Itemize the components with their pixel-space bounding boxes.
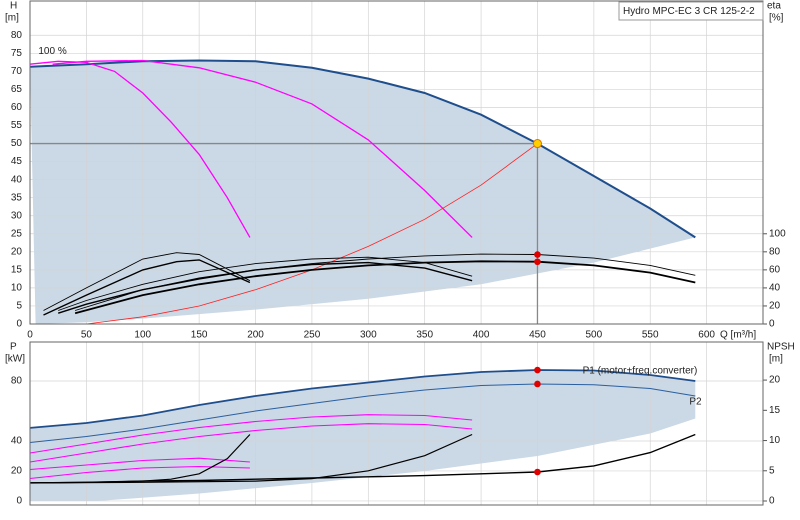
curve	[29, 433, 473, 484]
y-tick-label: 20	[11, 246, 23, 257]
curve	[74, 253, 696, 311]
curve	[52, 59, 473, 238]
curve-label: P1 (motor+freq.converter)	[583, 366, 698, 377]
curve	[29, 414, 473, 454]
title-box	[618, 1, 764, 21]
curve	[29, 383, 696, 443]
y2-axis-unit: [m]	[769, 354, 783, 365]
y-tick-label: 75	[11, 48, 23, 59]
curve	[29, 434, 251, 484]
operating-range	[30, 370, 696, 501]
curve	[29, 369, 696, 429]
x-tick-label: 200	[247, 330, 264, 341]
y-tick-label: 40	[11, 436, 23, 447]
y-tick-label: 40	[11, 174, 23, 185]
y2-tick-label: 5	[769, 465, 775, 476]
curve	[43, 259, 251, 316]
y2-tick-label: 40	[769, 283, 781, 294]
duty-dot	[534, 380, 541, 388]
plot-frame	[29, 341, 764, 506]
x-tick-label: 500	[586, 330, 603, 341]
y-tick-label: 5	[16, 301, 22, 312]
y2-tick-label: 80	[769, 246, 781, 257]
plot-frame	[29, 0, 764, 325]
y-tick-label: 80	[11, 30, 23, 41]
curve	[29, 457, 250, 471]
y-tick-label: 70	[11, 66, 23, 77]
y-tick-label: 20	[11, 466, 23, 477]
annotation: 100 %	[38, 46, 66, 57]
x-tick-label: 50	[81, 330, 93, 341]
y-tick-label: 0	[16, 496, 22, 507]
y2-tick-label: 20	[769, 301, 781, 312]
y2-tick-label: 0	[769, 319, 775, 330]
y2-axis-unit: [%]	[769, 13, 784, 24]
x-tick-label: 100	[134, 330, 151, 341]
x-tick-label: 600	[698, 330, 715, 341]
operating-range	[30, 60, 696, 324]
y-axis-unit: [m]	[5, 13, 19, 24]
duty-dot	[534, 258, 541, 266]
curve	[29, 59, 696, 239]
curve	[74, 260, 696, 315]
x-tick-label: 300	[360, 330, 377, 341]
y-tick-label: 80	[11, 376, 23, 387]
x-tick-label: 550	[642, 330, 659, 341]
y2-tick-label: 15	[769, 405, 781, 416]
x-tick-label: 150	[191, 330, 208, 341]
duty-dot	[534, 251, 541, 258]
y2-tick-label: 100	[769, 228, 786, 239]
y-tick-label: 55	[11, 120, 23, 131]
chart-title: Hydro MPC-EC 3 CR 125-2-2	[623, 6, 755, 17]
x-tick-label: 250	[304, 330, 321, 341]
y-tick-label: 0	[16, 319, 22, 330]
y-tick-label: 35	[11, 192, 23, 203]
curve	[29, 465, 250, 480]
x-tick-label: 450	[529, 330, 546, 341]
curve	[29, 423, 473, 463]
y-axis-label: H	[10, 1, 17, 12]
y-tick-label: 45	[11, 156, 23, 167]
y-tick-label: 10	[11, 283, 23, 294]
y-tick-label: 60	[11, 102, 23, 113]
y2-axis-label: eta	[767, 1, 781, 12]
y2-tick-label: 60	[769, 265, 781, 276]
y2-tick-label: 20	[769, 375, 781, 386]
x-tick-label: 350	[416, 330, 433, 341]
y-tick-label: 15	[11, 265, 23, 276]
y2-tick-label: 10	[769, 435, 781, 446]
y2-tick-label: 0	[769, 496, 775, 507]
curve	[29, 60, 251, 238]
y-axis-unit: [kW]	[5, 354, 25, 365]
y-tick-label: 30	[11, 210, 23, 221]
duty-point	[532, 139, 542, 149]
curve	[57, 261, 473, 314]
duty-dot	[534, 366, 541, 374]
curve	[58, 256, 473, 311]
duty-dot	[534, 468, 541, 476]
curve-label: P2	[689, 397, 702, 408]
y-axis-label: P	[10, 342, 17, 353]
y-tick-label: 25	[11, 228, 23, 239]
curve	[43, 252, 251, 311]
x-tick-label: 400	[473, 330, 490, 341]
y2-axis-label: NPSH	[767, 342, 795, 353]
y-tick-label: 50	[11, 138, 23, 149]
x-tick-label: 0	[27, 330, 33, 341]
x-axis-label: Q [m³/h]	[720, 330, 756, 341]
y-tick-label: 65	[11, 84, 23, 95]
